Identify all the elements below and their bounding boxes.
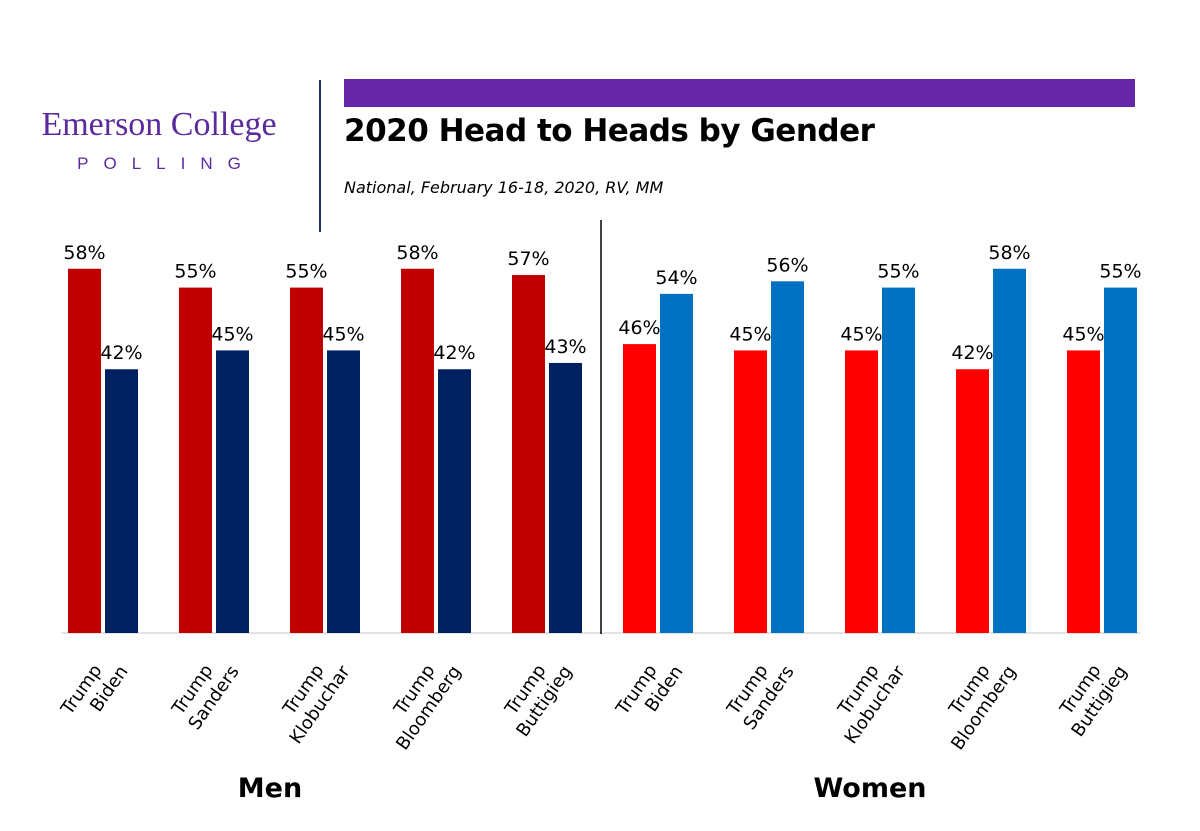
bar-men-klobuchar-trump: [290, 287, 323, 633]
value-label-men-sanders-trump: 55%: [174, 261, 216, 283]
bar-women-bloomberg-trump: [956, 369, 989, 633]
bar-women-buttigieg-trump: [1067, 350, 1100, 633]
value-label-men-biden-trump: 58%: [63, 242, 105, 264]
bar-women-sanders-sanders: [771, 281, 804, 633]
value-label-women-buttigieg-trump: 45%: [1062, 323, 1104, 345]
value-label-men-biden-biden: 42%: [100, 342, 142, 364]
value-label-men-sanders-sanders: 45%: [211, 323, 253, 345]
bar-men-buttigieg-buttigieg: [549, 362, 582, 633]
bar-women-sanders-trump: [734, 350, 767, 633]
bar-women-klobuchar-klobuchar: [882, 287, 915, 633]
value-label-women-sanders-trump: 45%: [729, 323, 771, 345]
bar-men-buttigieg-trump: [512, 275, 545, 633]
value-label-men-klobuchar-klobuchar: 45%: [322, 323, 364, 345]
value-label-women-buttigieg-buttigieg: 55%: [1099, 261, 1141, 283]
bar-women-biden-trump: [623, 344, 656, 633]
bar-men-sanders-trump: [179, 287, 212, 633]
value-label-women-bloomberg-bloomberg: 58%: [988, 242, 1030, 264]
bar-men-biden-trump: [68, 268, 101, 633]
value-label-women-bloomberg-trump: 42%: [951, 342, 993, 364]
bar-women-biden-biden: [660, 293, 693, 633]
bar-women-bloomberg-bloomberg: [993, 268, 1026, 633]
bar-men-bloomberg-trump: [401, 268, 434, 633]
tick-label-men-biden: TrumpBiden: [57, 649, 133, 732]
bar-men-klobuchar-klobuchar: [327, 350, 360, 633]
group-label-men: Men: [238, 773, 302, 804]
value-label-men-klobuchar-trump: 55%: [285, 261, 327, 283]
value-label-women-biden-biden: 54%: [655, 267, 697, 289]
logo-sub-text: POLLING: [77, 154, 256, 173]
tick-label-men-bloomberg: TrumpBloomberg: [374, 649, 465, 754]
tick-label-women-buttigieg: TrumpButtigieg: [1049, 649, 1131, 741]
value-label-women-biden-trump: 46%: [618, 317, 660, 339]
title-accent-bar: [344, 79, 1135, 107]
chart-subtitle: National, February 16-18, 2020, RV, MM: [344, 178, 664, 197]
tick-label-women-sanders: TrumpSanders: [721, 649, 798, 734]
value-label-women-klobuchar-trump: 45%: [840, 323, 882, 345]
bar-men-biden-biden: [105, 369, 138, 633]
logo-divider: [319, 80, 321, 232]
tick-label-women-klobuchar: TrumpKlobuchar: [822, 649, 909, 748]
bar-men-bloomberg-bloomberg: [438, 369, 471, 633]
chart-title: 2020 Head to Heads by Gender: [344, 113, 875, 149]
tick-label-men-sanders: TrumpSanders: [166, 649, 243, 734]
value-label-women-klobuchar-klobuchar: 55%: [877, 261, 919, 283]
value-label-men-buttigieg-trump: 57%: [507, 248, 549, 270]
tick-label-men-buttigieg: TrumpButtigieg: [494, 649, 576, 741]
value-label-men-bloomberg-trump: 58%: [396, 242, 438, 264]
tick-label-women-biden: TrumpBiden: [612, 649, 688, 732]
bar-women-klobuchar-trump: [845, 350, 878, 633]
tick-label-men-klobuchar: TrumpKlobuchar: [267, 649, 354, 748]
tick-label-women-bloomberg: TrumpBloomberg: [929, 649, 1020, 754]
logo-main-text: Emerson College: [41, 106, 277, 143]
emerson-college-polling-logo: Emerson College POLLING: [0, 108, 318, 174]
value-label-men-bloomberg-bloomberg: 42%: [433, 342, 475, 364]
value-label-women-sanders-sanders: 56%: [766, 254, 808, 276]
group-label-women: Women: [813, 773, 926, 804]
value-label-men-buttigieg-buttigieg: 43%: [544, 336, 586, 358]
bar-men-sanders-sanders: [216, 350, 249, 633]
bar-women-buttigieg-buttigieg: [1104, 287, 1137, 633]
